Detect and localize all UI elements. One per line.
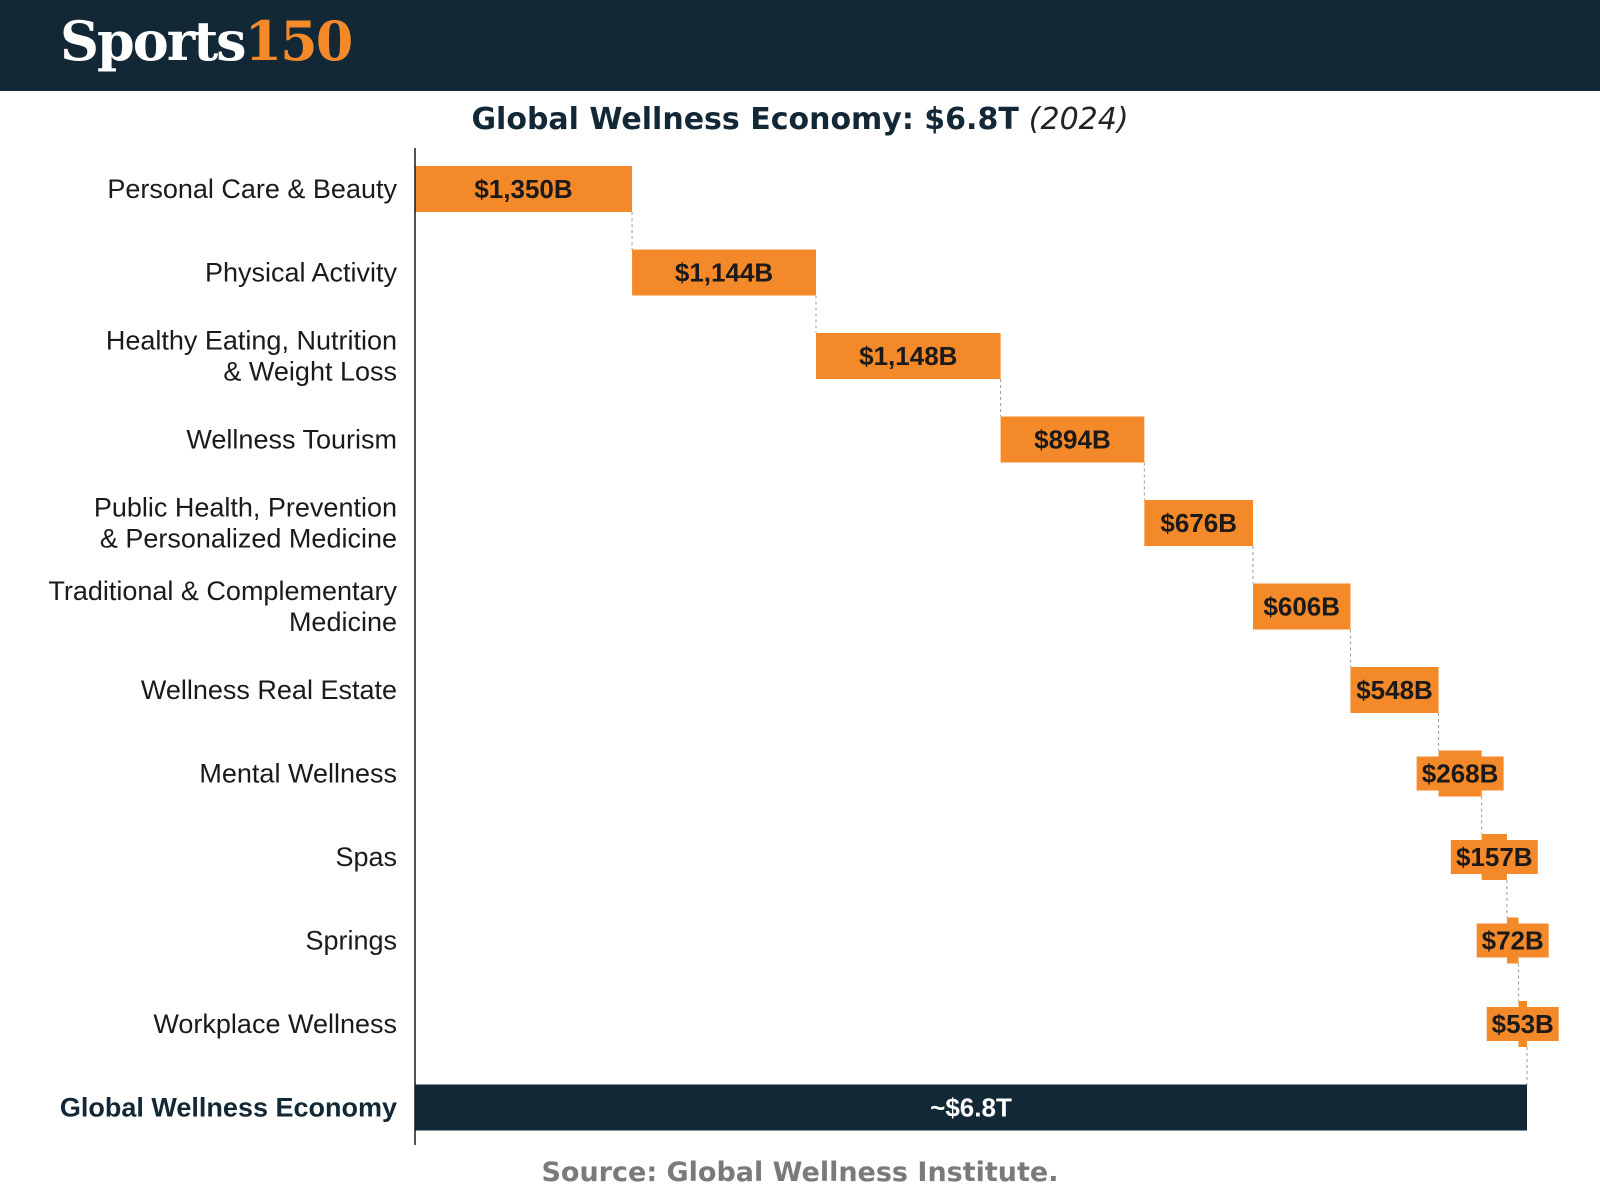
sports150-logo: Sports150 — [60, 6, 354, 76]
header-bar: Sports150 — [0, 0, 1600, 91]
chart-title: Global Wellness Economy: $6.8T — [471, 102, 1019, 137]
bar-label-bg-8 — [1416, 756, 1504, 791]
category-label-4: Wellness Tourism — [186, 425, 397, 455]
chart-subtitle: (2024) — [1028, 102, 1129, 137]
bar-value-label-7: $548B — [1356, 675, 1433, 705]
bar-value-label-6: $606B — [1263, 592, 1340, 622]
waterfall-chart: $1,350B Personal Care & Beauty $1,144B Phys… — [48, 148, 1559, 1145]
category-label-3-line-2: & Weight Loss — [223, 357, 397, 387]
bar-value-label-4: $894B — [1034, 425, 1111, 455]
bar-5 — [1144, 500, 1254, 546]
bar-2 — [632, 249, 817, 296]
total-value-label: ~$6.8T — [930, 1093, 1012, 1123]
bar-value-label-5: $676B — [1160, 508, 1237, 538]
bar-1 — [415, 166, 633, 212]
bar-value-label-2: $1,144B — [675, 258, 773, 288]
chart-title-row: Global Wellness Economy: $6.8T (2024) — [0, 98, 1600, 142]
source-note: Source: Global Wellness Institute. — [541, 1157, 1059, 1188]
bar-label-bg-10 — [1476, 923, 1549, 958]
bar-label-bg-9 — [1450, 840, 1538, 874]
category-label-11: Workplace Wellness — [153, 1009, 397, 1039]
bar-value-label-8: $268B — [1422, 759, 1499, 789]
bar-label-bg-11 — [1486, 1007, 1559, 1041]
category-label-5-line-2: & Personalized Medicine — [100, 524, 397, 554]
category-label-1: Personal Care & Beauty — [107, 174, 397, 204]
total-category-label: Global Wellness Economy — [60, 1093, 397, 1123]
bar-7 — [1350, 667, 1439, 713]
total-bar — [415, 1084, 1527, 1131]
bar-value-label-9: $157B — [1456, 842, 1533, 872]
logo-number: 150 — [244, 9, 354, 73]
bar-value-label-3: $1,148B — [859, 341, 957, 371]
category-label-5-line-1: Public Health, Prevention — [94, 493, 397, 523]
category-label-9: Spas — [335, 842, 397, 872]
category-label-3-line-1: Healthy Eating, Nutrition — [106, 326, 397, 356]
bar-4 — [1000, 416, 1145, 463]
bar-6 — [1253, 583, 1351, 630]
category-label-6-line-1: Traditional & Complementary — [48, 576, 397, 606]
category-label-10: Springs — [305, 926, 397, 956]
logo-word: Sports — [60, 9, 247, 73]
bar-value-label-11: $53B — [1492, 1009, 1554, 1039]
category-label-2: Physical Activity — [205, 258, 398, 288]
bar-value-label-10: $72B — [1482, 926, 1544, 956]
bar-3 — [816, 333, 1001, 379]
category-label-6-line-2: Medicine — [289, 607, 397, 637]
category-label-8: Mental Wellness — [199, 759, 397, 789]
category-label-7: Wellness Real Estate — [141, 675, 397, 705]
bar-value-label-1: $1,350B — [474, 174, 572, 204]
